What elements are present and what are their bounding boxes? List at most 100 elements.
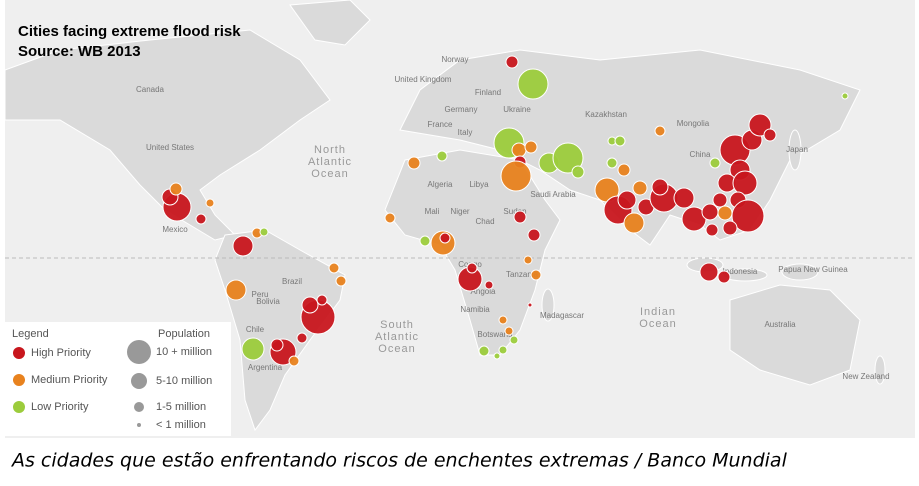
country-label: New Zealand [842, 372, 889, 381]
city-marker [436, 150, 448, 162]
ocean-label: Atlantic [308, 156, 352, 168]
city-marker [241, 337, 265, 361]
population-label: 10 + million [156, 346, 212, 358]
city-marker [709, 157, 721, 169]
city-marker [335, 275, 347, 287]
city-marker [509, 335, 519, 345]
population-label: < 1 million [156, 419, 206, 431]
country-label: Australia [764, 320, 796, 329]
city-marker [763, 128, 777, 142]
city-marker [407, 156, 421, 170]
city-marker [511, 142, 527, 158]
country-label: Saudi Arabia [530, 190, 576, 199]
city-marker [712, 192, 728, 208]
city-marker [654, 125, 666, 137]
ocean-label: North [314, 144, 346, 156]
legend-swatch [13, 374, 25, 386]
city-marker [316, 294, 328, 306]
population-label: 5-10 million [156, 375, 212, 387]
city-marker [288, 355, 300, 367]
country-label: Namibia [460, 305, 490, 314]
country-label: Chad [475, 217, 494, 226]
caption: As cidades que estão enfrentando riscos … [10, 450, 788, 472]
city-marker [717, 205, 733, 221]
population-swatch [131, 373, 147, 389]
country-label: Ukraine [503, 105, 531, 114]
city-marker [523, 255, 533, 265]
city-marker [493, 352, 501, 360]
city-marker [296, 332, 308, 344]
country-label: Canada [136, 85, 165, 94]
country-label: Germany [445, 105, 478, 114]
country-label: Mali [425, 207, 440, 216]
country-label: China [690, 150, 711, 159]
ocean-label: Ocean [311, 168, 348, 180]
city-marker [439, 232, 451, 244]
country-label: Peru [252, 290, 269, 299]
city-marker [270, 338, 284, 352]
city-marker [484, 280, 494, 290]
country-label: Tanzania [506, 270, 539, 279]
ocean-label: Indian [640, 306, 676, 318]
source: Source: WB 2013 [18, 43, 141, 60]
city-marker [169, 182, 183, 196]
population-swatch [134, 402, 144, 412]
country-label: Brazil [282, 277, 302, 286]
ocean-label: Ocean [639, 318, 676, 330]
country-label: Japan [786, 145, 808, 154]
country-label: United States [146, 143, 194, 152]
city-marker [498, 345, 508, 355]
city-marker [717, 270, 731, 284]
city-marker [731, 199, 765, 233]
title: Cities facing extreme flood risk [18, 23, 241, 40]
city-marker [673, 187, 695, 209]
legend-population-title: Population [158, 328, 210, 340]
city-marker [701, 203, 719, 221]
city-marker [527, 228, 541, 242]
city-marker [623, 212, 645, 234]
city-marker [259, 227, 269, 237]
city-marker [722, 220, 738, 236]
city-marker [478, 345, 490, 357]
country-label: Mongolia [677, 119, 710, 128]
city-marker [705, 223, 719, 237]
city-marker [571, 165, 585, 179]
population-label: 1-5 million [156, 401, 206, 413]
ocean-label: South [380, 319, 414, 331]
ocean-label: Atlantic [375, 331, 419, 343]
country-label: Madagascar [540, 311, 584, 320]
country-label: Mexico [162, 225, 188, 234]
country-label: Niger [450, 207, 469, 216]
population-swatch [127, 340, 151, 364]
city-marker [301, 296, 319, 314]
country-label: Libya [469, 180, 489, 189]
city-marker [328, 262, 340, 274]
city-marker [841, 92, 849, 100]
city-marker [500, 160, 532, 192]
legend-label: High Priority [31, 347, 91, 359]
city-marker [617, 163, 631, 177]
population-swatch [137, 423, 141, 427]
country-label: Bolivia [256, 297, 280, 306]
country-label: Papua New Guinea [778, 265, 848, 274]
city-marker [699, 262, 719, 282]
country-label: Finland [475, 88, 501, 97]
legend-swatch [13, 401, 25, 413]
country-label: Chile [246, 325, 265, 334]
city-marker [524, 140, 538, 154]
legend-swatch [13, 347, 25, 359]
city-marker [466, 262, 478, 274]
country-label: Algeria [428, 180, 453, 189]
legend-label: Medium Priority [31, 374, 108, 386]
city-marker [614, 135, 626, 147]
city-marker [552, 142, 584, 174]
city-marker [513, 210, 527, 224]
city-marker [232, 235, 254, 257]
city-marker [651, 178, 669, 196]
city-marker [517, 68, 549, 100]
city-marker [632, 180, 648, 196]
city-marker [732, 170, 758, 196]
country-label: Italy [458, 128, 473, 137]
legend-label: Low Priority [31, 401, 89, 413]
